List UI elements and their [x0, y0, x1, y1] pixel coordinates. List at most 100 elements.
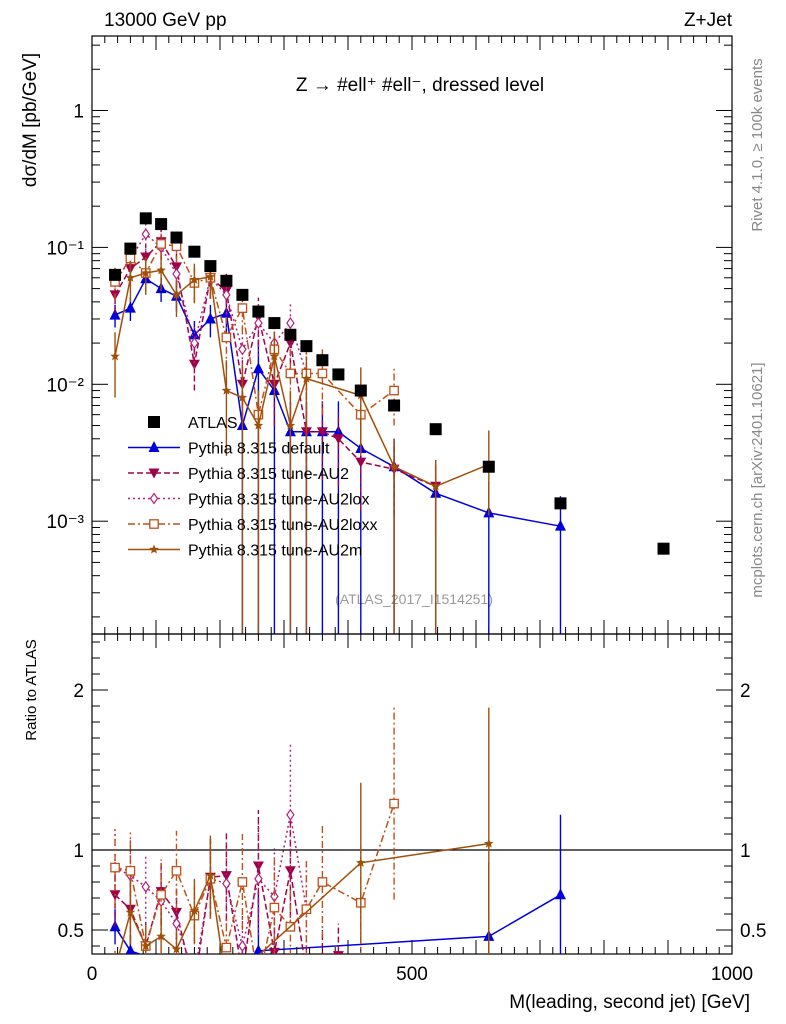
data-point [484, 838, 494, 848]
legend-entry-AU2lox: Pythia 8.315 tune-AU2lox [128, 492, 369, 509]
data-point [554, 519, 566, 531]
series-line [114, 894, 561, 954]
x-axis-label: M(leading, second jet) [GeV] [509, 992, 750, 1013]
main-panel: Z → #ell⁺ #ell⁻, dressed level dσ/dM [pb… [20, 53, 544, 607]
ratio-ytick-label: 2 [73, 681, 84, 702]
data-point [204, 260, 217, 273]
data-point [354, 384, 367, 397]
data-point [356, 857, 366, 867]
beam-label: 13000 GeV pp [104, 10, 227, 31]
data-point [125, 865, 136, 876]
data-point [141, 880, 150, 893]
series-line [114, 803, 395, 954]
legend-entry-AU2m: Pythia 8.315 tune-AU2m [128, 543, 362, 560]
data-point [238, 343, 247, 356]
data-point [110, 351, 120, 361]
data-point [285, 368, 296, 379]
ratio-data [109, 707, 566, 954]
data-point [252, 362, 264, 374]
legend-label: Pythia 8.315 default [188, 441, 330, 458]
data-point [155, 218, 168, 231]
series-line [114, 243, 395, 416]
data-point [332, 434, 344, 445]
data-point [316, 427, 328, 438]
data-point [141, 228, 150, 241]
data-point [124, 242, 137, 255]
data-point [125, 944, 136, 954]
legend-marker [149, 492, 159, 505]
data-point [286, 808, 295, 821]
data-point [204, 312, 216, 324]
process-label: Z+Jet [684, 10, 733, 31]
data-point [141, 941, 151, 951]
data-point [124, 301, 136, 313]
data-point [171, 865, 182, 876]
legend-label: Pythia 8.315 tune-AU2 [188, 466, 349, 483]
main-ytick-label: 10⁻² [47, 375, 85, 396]
data-point [253, 944, 264, 954]
data-point [237, 303, 248, 313]
data-point [156, 889, 166, 900]
ratio-xtick-label: 0 [87, 964, 98, 985]
rivet-label: Rivet 4.1.0, ≥ 100k events [749, 58, 766, 231]
data-point [269, 351, 280, 361]
legend-entry-default: Pythia 8.315 default [128, 441, 330, 458]
data-point [268, 317, 281, 330]
data-point [254, 872, 263, 885]
main-data [109, 212, 670, 634]
data-point [317, 877, 328, 887]
data-point [284, 328, 297, 341]
data-point [221, 942, 232, 953]
legend-label: Pythia 8.315 tune-AU2loxx [188, 517, 377, 534]
data-point [317, 368, 328, 379]
data-point [188, 359, 200, 370]
legend-marker [149, 519, 159, 529]
data-point [205, 271, 216, 281]
data-point [221, 332, 232, 343]
ratio-xtick-label: 1000 [711, 964, 753, 985]
main-ytick-label: 1 [73, 101, 84, 122]
analysis-id-label: (ATLAS_2017_I1514251) [335, 591, 493, 607]
data-point [355, 457, 367, 468]
data-point [482, 460, 495, 473]
data-point [171, 944, 182, 954]
data-point [190, 337, 199, 350]
data-point [171, 289, 182, 299]
data-point [252, 305, 265, 318]
data-point [301, 373, 312, 383]
data-point [110, 862, 120, 873]
legend-label: Pythia 8.315 tune-AU2lox [188, 492, 369, 509]
data-point [188, 328, 200, 340]
main-ytick-label: 10⁻³ [47, 512, 85, 533]
ratio-y-axis-label: Ratio to ATLAS [23, 639, 40, 740]
data-point [172, 917, 181, 930]
data-point [286, 317, 295, 330]
data-point [188, 245, 201, 258]
ratio-ytick-label-right: 2 [740, 681, 751, 702]
data-point [252, 861, 264, 872]
legend-entry-AU2loxx: Pythia 8.315 tune-AU2loxx [128, 517, 377, 534]
data-point [170, 231, 183, 244]
data-point [237, 392, 248, 402]
data-point [332, 368, 345, 381]
data-point [222, 877, 231, 890]
legend-label: ATLAS [188, 415, 238, 432]
ratio-ytick-label-right: 0.5 [740, 921, 766, 942]
main-chart-title: Z → #ell⁺ #ell⁻, dressed level [296, 75, 544, 96]
data-point [125, 272, 136, 282]
ratio-xtick-label: 500 [396, 964, 428, 985]
legend-marker [148, 468, 160, 479]
data-point [109, 308, 121, 320]
mcplots-label: mcplots.cern.ch [arXiv:2401.10621] [749, 362, 766, 597]
data-point [389, 798, 399, 809]
data-point [156, 931, 166, 941]
series-line [118, 842, 489, 954]
data-point [156, 239, 166, 249]
ratio-panel: Ratio to ATLAS M(leading, second jet) [G… [23, 639, 750, 1013]
data-point [269, 902, 280, 913]
ratio-ytick-label: 1 [73, 841, 84, 862]
data-point [389, 461, 399, 471]
data-point [220, 871, 232, 882]
legend-entry-ATLAS: ATLAS [148, 415, 238, 432]
